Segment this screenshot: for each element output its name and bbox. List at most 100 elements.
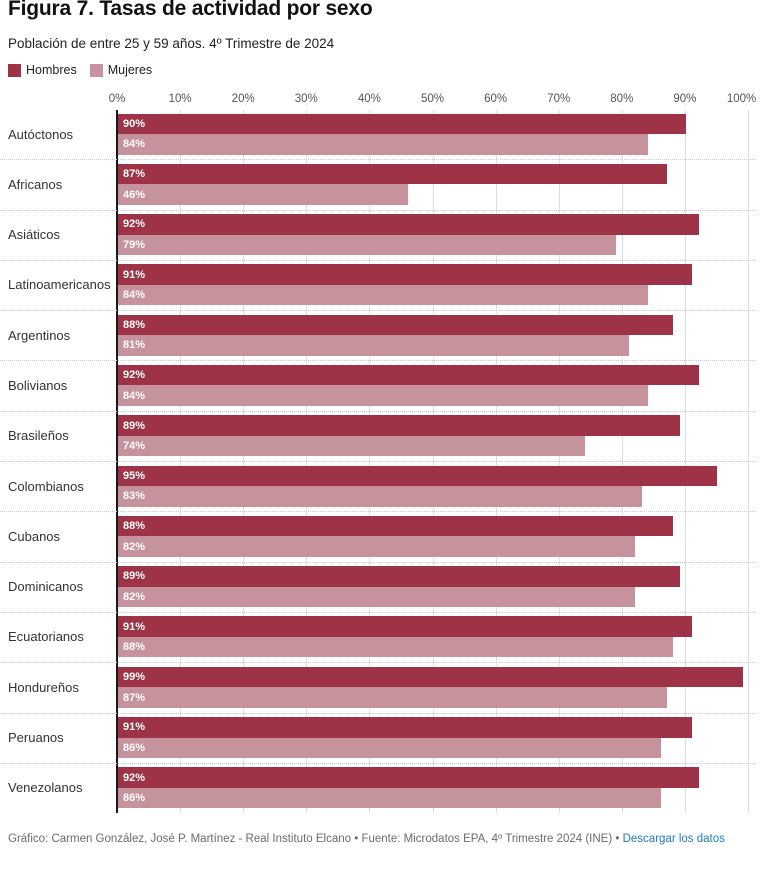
bar-value-label: 88% — [123, 318, 146, 331]
category-label: Africanos — [8, 176, 63, 192]
bar-hombres: 88% — [118, 515, 674, 537]
chart-subtitle: Población de entre 25 y 59 años. 4º Trim… — [8, 36, 335, 51]
bar-hombres: 91% — [118, 717, 693, 738]
bar-hombres: 89% — [118, 566, 680, 587]
bar-value-label: 46% — [123, 188, 146, 201]
legend-label-mujeres: Mujeres — [107, 63, 153, 77]
x-tick-label: 50% — [420, 93, 445, 105]
download-data-link[interactable]: Descargar los datos — [622, 833, 725, 845]
x-tick-label: 20% — [231, 93, 255, 105]
bar-rows: Autóctonos 90% 84% Africanos 87% 46% Asiáticos… — [0, 110, 755, 814]
bar-mujeres: 82% — [118, 586, 636, 608]
category-row: Peruanos 91% 86% — [0, 714, 755, 764]
bar-value-label: 91% — [123, 268, 146, 281]
category-label: Brasileños — [8, 428, 69, 444]
category-row: Dominicanos 89% 82% — [0, 563, 755, 613]
category-row: Hondureños 99% 87% — [0, 663, 755, 714]
bar-value-label: 79% — [123, 238, 146, 251]
bar-mujeres: 84% — [118, 284, 649, 306]
bar-hombres: 92% — [118, 214, 699, 235]
bar-mujeres: 86% — [118, 737, 661, 759]
category-row: Colombianos 95% 83% — [0, 462, 755, 513]
plot-area: Autóctonos 90% 84% Africanos 87% 46% Asiáticos… — [0, 110, 767, 815]
bar-value-label: 92% — [123, 369, 146, 382]
x-tick-label: 30% — [294, 93, 318, 105]
x-tick-label: 80% — [610, 93, 634, 105]
bar-value-label: 92% — [123, 771, 146, 784]
bar-hombres: 92% — [118, 364, 699, 386]
bar-value-label: 90% — [123, 117, 146, 130]
bar-hombres: 91% — [118, 264, 693, 285]
bar-value-label: 84% — [123, 389, 146, 402]
bar-hombres: 88% — [118, 314, 674, 336]
x-tick-label: 40% — [357, 93, 381, 105]
bar-value-label: 86% — [123, 741, 146, 754]
bar-value-label: 88% — [123, 520, 146, 533]
category-row: Venezolanos 92% 86% — [0, 764, 755, 814]
x-tick-label: 60% — [484, 93, 508, 105]
category-label: Dominicanos — [8, 579, 84, 595]
bar-value-label: 92% — [123, 218, 146, 231]
bar-value-label: 82% — [123, 540, 146, 553]
legend-label-hombres: Hombres — [26, 63, 77, 77]
bar-value-label: 91% — [123, 620, 146, 633]
category-label: Ecuatorianos — [8, 629, 84, 645]
category-label: Autóctonos — [8, 126, 74, 142]
legend-item-hombres: Hombres — [8, 63, 77, 77]
bar-mujeres: 79% — [118, 234, 617, 256]
bar-hombres: 91% — [118, 616, 693, 637]
x-axis-ticks: 0% 10% 20% 30% 40% 50% 60% 70% 80% 90% 100% — [0, 93, 767, 108]
category-label: Bolivianos — [8, 377, 68, 393]
bar-mujeres: 88% — [118, 636, 674, 658]
bar-value-label: 89% — [123, 419, 146, 432]
bar-mujeres: 81% — [118, 335, 630, 356]
category-label: Peruanos — [8, 730, 64, 746]
footer-credit: Gráfico: Carmen González, José P. Martín… — [8, 833, 352, 845]
bar-value-label: 84% — [123, 289, 146, 302]
bar-hombres: 87% — [118, 163, 667, 185]
bar-value-label: 82% — [123, 590, 146, 603]
category-row: Asiáticos 92% 79% — [0, 211, 755, 261]
footer-separator-1: • — [354, 833, 359, 845]
bar-hombres: 89% — [118, 415, 680, 436]
category-row: Cubanos 88% 82% — [0, 512, 755, 563]
bar-hombres: 90% — [118, 113, 686, 134]
category-row: Ecuatorianos 91% 88% — [0, 613, 755, 664]
category-label: Hondureños — [8, 679, 79, 695]
category-row: Africanos 87% 46% — [0, 160, 755, 211]
bar-hombres: 92% — [118, 767, 699, 788]
x-tick-label: 10% — [168, 93, 192, 105]
category-label: Latinoamericanos — [8, 277, 111, 293]
bar-value-label: 87% — [123, 691, 146, 704]
bar-hombres: 99% — [118, 666, 743, 688]
category-row: Latinoamericanos 91% 84% — [0, 261, 755, 312]
bar-value-label: 86% — [123, 792, 146, 805]
footer-separator-2: • — [615, 833, 620, 845]
bar-value-label: 99% — [123, 671, 146, 684]
bar-mujeres: 83% — [118, 486, 642, 507]
category-row: Brasileños 89% 74% — [0, 412, 755, 463]
legend-swatch-mujeres-icon — [89, 63, 103, 77]
bar-value-label: 88% — [123, 641, 146, 654]
bar-value-label: 91% — [123, 721, 146, 734]
chart-footer: Gráfico: Carmen González, José P. Martín… — [8, 833, 763, 845]
bar-value-label: 84% — [123, 138, 146, 151]
bar-value-label: 89% — [123, 570, 146, 583]
category-row: Autóctonos 90% 84% — [0, 110, 755, 161]
bar-value-label: 74% — [123, 440, 146, 453]
legend: Hombres Mujeres — [8, 63, 152, 77]
bar-mujeres: 82% — [118, 536, 636, 557]
chart-title: Figura 7. Tasas de actividad por sexo — [8, 0, 373, 20]
bar-mujeres: 84% — [118, 134, 649, 155]
bar-hombres: 95% — [118, 465, 718, 487]
category-label: Asiáticos — [8, 227, 61, 243]
bar-value-label: 95% — [123, 469, 146, 482]
bar-mujeres: 84% — [118, 385, 649, 406]
category-label: Argentinos — [8, 327, 71, 343]
x-tick-label: 90% — [673, 93, 697, 105]
bar-value-label: 83% — [123, 490, 146, 503]
x-tick-label: 100% — [726, 93, 757, 105]
category-label: Colombianos — [8, 478, 84, 494]
bar-value-label: 87% — [123, 168, 146, 181]
legend-swatch-hombres-icon — [8, 63, 21, 77]
